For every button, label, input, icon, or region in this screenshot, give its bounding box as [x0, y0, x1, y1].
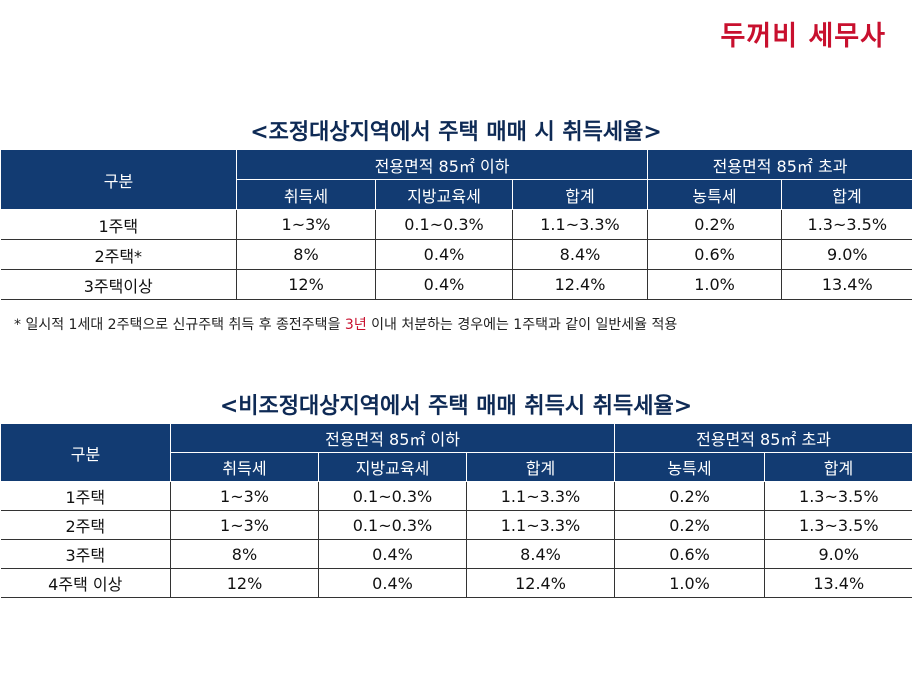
table-cell: 1.3~3.5%: [781, 209, 912, 240]
row-label: 2주택: [0, 510, 171, 540]
header-category: 구분: [0, 423, 171, 482]
table-row: 1주택 1~3% 0.1~0.3% 1.1~3.3% 0.2% 1.3~3.5%: [0, 481, 912, 511]
header-group-85-below: 전용면적 85㎡ 이하: [235, 149, 649, 180]
footnote-text: * 일시적 1세대 2주택으로 신규주택 취득 후 종전주택을: [14, 317, 345, 333]
header-col: 합계: [465, 452, 616, 482]
table-cell: 12%: [236, 269, 376, 300]
header-col: 농특세: [614, 452, 766, 482]
table-cell: 1.1~3.3%: [511, 209, 649, 240]
row-label: 1주택: [0, 481, 171, 511]
table-cell: 0.2%: [614, 510, 766, 540]
table-cell: 0.1~0.3%: [318, 481, 467, 511]
table-cell: 0.2%: [614, 481, 766, 511]
table-row: 2주택* 8% 0.4% 8.4% 0.6% 9.0%: [0, 239, 912, 270]
regulated-area-tax-table: 구분 전용면적 85㎡ 이하 전용면적 85㎡ 초과 취득세 지방교육세 합계 …: [0, 149, 912, 300]
row-label: 3주택이상: [0, 269, 237, 300]
table-cell: 1~3%: [170, 481, 319, 511]
table-row: 3주택 8% 0.4% 8.4% 0.6% 9.0%: [0, 539, 912, 569]
table-row: 1주택 1~3% 0.1~0.3% 1.1~3.3% 0.2% 1.3~3.5%: [0, 209, 912, 240]
table-row: 3주택이상 12% 0.4% 12.4% 1.0% 13.4%: [0, 269, 912, 300]
table-cell: 1.1~3.3%: [465, 510, 616, 540]
table-row: 2주택 1~3% 0.1~0.3% 1.1~3.3% 0.2% 1.3~3.5%: [0, 510, 912, 540]
footnote-text-end: 이내 처분하는 경우에는 1주택과 같이 일반세율 적용: [366, 317, 678, 333]
brand-logo: 두꺼비 세무사: [720, 21, 886, 52]
table-cell: 0.4%: [375, 239, 513, 270]
table-cell: 8.4%: [511, 239, 649, 270]
table-cell: 1~3%: [170, 510, 319, 540]
header-col: 농특세: [647, 179, 783, 210]
table-cell: 8%: [236, 239, 376, 270]
table-cell: 0.1~0.3%: [375, 209, 513, 240]
table-cell: 8.4%: [465, 539, 616, 569]
header-group-85-below: 전용면적 85㎡ 이하: [169, 423, 616, 453]
header-col: 합계: [781, 179, 912, 210]
table-cell: 0.6%: [614, 539, 766, 569]
header-col: 합계: [764, 452, 912, 482]
row-label: 4주택 이상: [0, 568, 171, 598]
table-cell: 1.3~3.5%: [764, 510, 912, 540]
table-cell: 1.0%: [647, 269, 783, 300]
table-cell: 13.4%: [781, 269, 912, 300]
table-cell: 9.0%: [781, 239, 912, 270]
header-group-85-above: 전용면적 85㎡ 초과: [614, 423, 912, 453]
header-col: 지방교육세: [375, 179, 513, 210]
table-cell: 0.4%: [318, 539, 467, 569]
header-col: 지방교육세: [318, 452, 467, 482]
section1-title: <조정대상지역에서 주택 매매 시 취득세율>: [250, 120, 662, 145]
section2-title: <비조정대상지역에서 주택 매매 취득시 취득세율>: [219, 394, 693, 419]
table-cell: 0.1~0.3%: [318, 510, 467, 540]
table-cell: 1.3~3.5%: [764, 481, 912, 511]
table-cell: 12.4%: [511, 269, 649, 300]
header-group-85-above: 전용면적 85㎡ 초과: [647, 149, 912, 180]
table-cell: 13.4%: [764, 568, 912, 598]
table-cell: 0.6%: [647, 239, 783, 270]
header-col: 취득세: [236, 179, 376, 210]
table-cell: 12%: [170, 568, 319, 598]
table-cell: 0.2%: [647, 209, 783, 240]
header-col: 취득세: [170, 452, 319, 482]
table-cell: 1.1~3.3%: [465, 481, 616, 511]
table-cell: 1.0%: [614, 568, 766, 598]
table-cell: 12.4%: [465, 568, 616, 598]
table-cell: 8%: [170, 539, 319, 569]
row-label: 3주택: [0, 539, 171, 569]
footnote-highlight: 3년: [344, 317, 367, 333]
non-regulated-area-tax-table: 구분 전용면적 85㎡ 이하 전용면적 85㎡ 초과 취득세 지방교육세 합계 …: [0, 423, 912, 598]
table-cell: 0.4%: [318, 568, 467, 598]
header-category: 구분: [0, 149, 237, 210]
table-row: 4주택 이상 12% 0.4% 12.4% 1.0% 13.4%: [0, 568, 912, 598]
table-cell: 9.0%: [764, 539, 912, 569]
table-cell: 1~3%: [236, 209, 376, 240]
row-label: 1주택: [0, 209, 237, 240]
table-cell: 0.4%: [375, 269, 513, 300]
footnote: * 일시적 1세대 2주택으로 신규주택 취득 후 종전주택을 3년 이내 처분…: [14, 314, 677, 334]
header-col: 합계: [511, 179, 649, 210]
row-label: 2주택*: [0, 239, 237, 270]
